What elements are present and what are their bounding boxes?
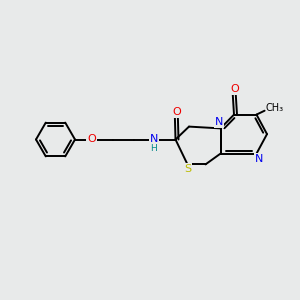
Text: H: H [150,144,157,153]
Text: O: O [87,134,96,145]
Text: N: N [255,154,264,164]
Text: O: O [172,107,181,117]
Text: O: O [230,84,239,94]
Text: CH₃: CH₃ [266,103,284,113]
Text: N: N [215,117,223,127]
Text: N: N [149,134,158,145]
Text: S: S [184,164,191,174]
